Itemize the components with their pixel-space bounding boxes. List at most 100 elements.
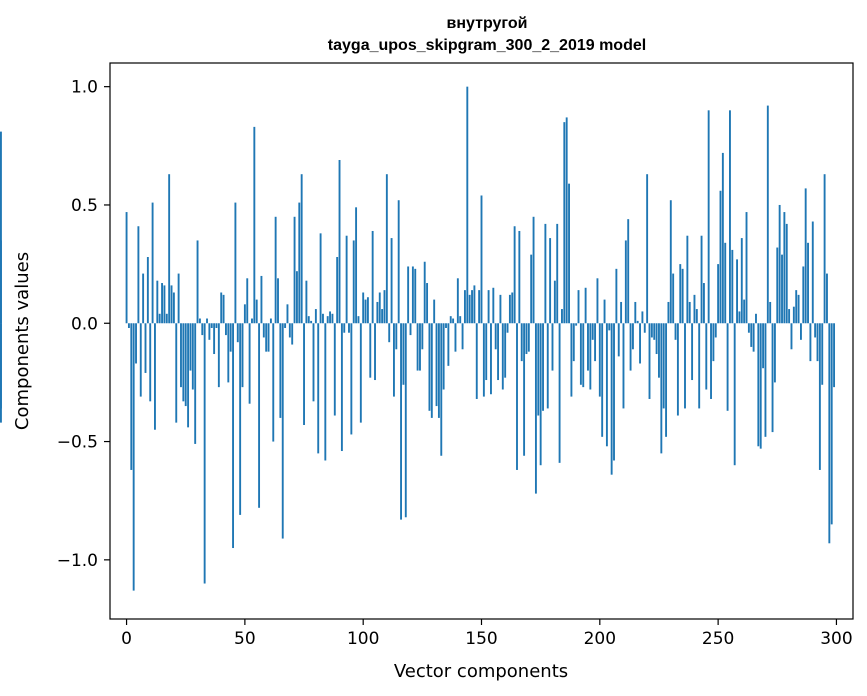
bar-293 [818, 323, 821, 470]
bar-95 [350, 323, 353, 435]
bar-261 [743, 299, 746, 324]
x-tick-label: 200 [584, 629, 616, 649]
bar-207 [615, 268, 618, 324]
bar-286 [802, 266, 805, 324]
bar-163 [511, 292, 514, 324]
bar-109 [383, 290, 386, 324]
bar-140 [456, 278, 459, 324]
bar-192 [579, 323, 582, 385]
bar-45 [232, 323, 234, 549]
bar-44 [229, 323, 232, 352]
bar-27 [189, 323, 192, 371]
bar-28 [191, 323, 194, 390]
bar-179 [549, 238, 552, 324]
bar-133 [440, 323, 443, 456]
bar-272 [769, 301, 772, 324]
bar-231 [672, 273, 675, 324]
bar-264 [750, 323, 753, 347]
bar-99 [359, 323, 362, 423]
bar-63 [274, 216, 277, 324]
bar-224 [655, 323, 658, 355]
bar-50 [243, 304, 246, 324]
bar-100 [362, 292, 365, 324]
bar-29 [194, 323, 197, 444]
bar-202 [603, 299, 606, 324]
bar-121 [411, 266, 414, 324]
bar-74 [300, 174, 303, 324]
bar-169 [525, 323, 528, 355]
bar-266 [755, 313, 757, 324]
bar-186 [565, 117, 568, 324]
bar-61 [269, 318, 272, 324]
bar-166 [518, 230, 521, 324]
bar-11 [151, 202, 154, 324]
bar-228 [665, 323, 668, 437]
bar-227 [662, 323, 665, 409]
bar-4 [135, 323, 137, 364]
bar-76 [305, 280, 308, 324]
plot-area-frame [109, 62, 854, 620]
bar-19 [170, 285, 173, 324]
x-axis-label: Vector components [394, 661, 568, 682]
bar-238 [688, 301, 691, 324]
bar-299 [833, 323, 836, 388]
bar-206 [613, 323, 615, 461]
bar-146 [471, 290, 473, 324]
bar-221 [648, 323, 651, 399]
bar-298 [830, 323, 833, 525]
bar-87 [331, 313, 334, 324]
bar-153 [487, 290, 490, 324]
bar-240 [693, 294, 696, 324]
bar-15 [161, 283, 163, 324]
bar-142 [461, 323, 464, 350]
bar-52 [248, 323, 251, 404]
bar-40 [220, 292, 223, 324]
bar-244 [702, 283, 705, 324]
bar-263 [747, 323, 750, 333]
x-tick-label: 150 [465, 629, 497, 649]
bar-203 [605, 323, 608, 447]
bar-71 [293, 216, 296, 324]
bar-276 [778, 204, 781, 324]
bar-series [0, 86, 836, 591]
bar-241 [695, 309, 698, 324]
bar-234 [679, 264, 682, 324]
bar-275 [776, 247, 779, 324]
bar-85 [326, 316, 329, 324]
bar-187 [568, 183, 570, 324]
bar-126 [423, 261, 426, 324]
bar-110 [385, 174, 388, 324]
bar-178 [546, 323, 549, 409]
bar-58 [262, 323, 265, 338]
bar-218 [641, 311, 644, 324]
bar-13 [156, 280, 159, 324]
bar-253 [724, 242, 727, 324]
bar-281 [790, 323, 793, 350]
bar-56 [258, 323, 261, 508]
bar-88 [333, 323, 336, 416]
bar-122 [414, 268, 417, 324]
bar-219 [643, 323, 646, 333]
bar-147 [473, 285, 476, 324]
bar-210 [622, 323, 625, 409]
bar-148 [475, 323, 478, 399]
bar-86 [329, 311, 331, 324]
bar-249 [714, 323, 717, 338]
bar-81 [317, 323, 320, 454]
bar-297 [828, 323, 831, 544]
bar-259 [738, 311, 741, 324]
bar-247 [710, 323, 712, 399]
bar-199 [596, 278, 599, 324]
bar-104 [371, 230, 374, 324]
bar-128 [428, 323, 431, 411]
bar-103 [369, 323, 372, 378]
bar-150 [480, 195, 483, 324]
bar-162 [508, 294, 511, 324]
bar-193 [582, 323, 585, 388]
bar-18 [168, 174, 171, 324]
y-tick-label: −0.5 [57, 433, 98, 453]
bar-177 [544, 223, 547, 324]
bar-26 [187, 323, 190, 428]
bar-107 [378, 292, 381, 324]
bar-270 [764, 323, 767, 437]
